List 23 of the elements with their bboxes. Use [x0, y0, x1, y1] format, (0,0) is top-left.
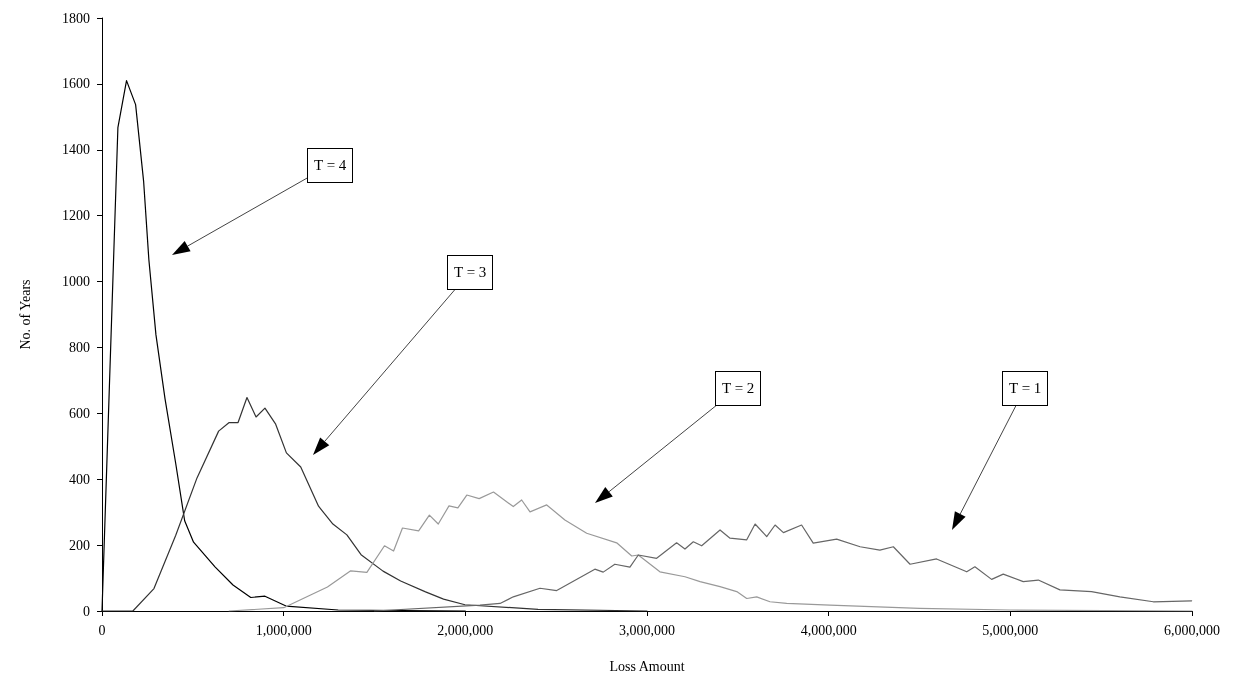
x-tick-label: 0 [98, 622, 106, 638]
annotation: T = 1 [1002, 370, 1049, 406]
y-axis-title: No. of Years [17, 279, 33, 350]
annotation: T = 2 [715, 370, 762, 406]
x-axis-title: Loss Amount [609, 658, 685, 674]
y-tick-label: 1000 [62, 274, 90, 290]
y-tick-label: 0 [83, 603, 90, 619]
y-tick-label: 200 [69, 537, 90, 553]
x-tick-label: 5,000,000 [982, 622, 1039, 638]
x-tick-label: 4,000,000 [800, 622, 857, 638]
y-tick-label: 600 [69, 405, 90, 421]
annotation: T = 3 [447, 254, 494, 290]
annotation: T = 4 [307, 147, 354, 183]
y-tick-label: 1200 [62, 208, 90, 224]
y-tick-label: 400 [69, 471, 90, 487]
y-tick-label: 800 [69, 339, 90, 355]
y-tick-label: 1400 [62, 142, 90, 158]
x-tick-label: 6,000,000 [1164, 622, 1220, 638]
x-tick-label: 3,000,000 [619, 622, 675, 638]
x-tick-label: 2,000,000 [437, 622, 494, 638]
x-tick-label: 1,000,000 [255, 622, 312, 638]
y-tick-label: 1800 [62, 10, 90, 26]
y-tick-label: 1600 [62, 76, 90, 92]
